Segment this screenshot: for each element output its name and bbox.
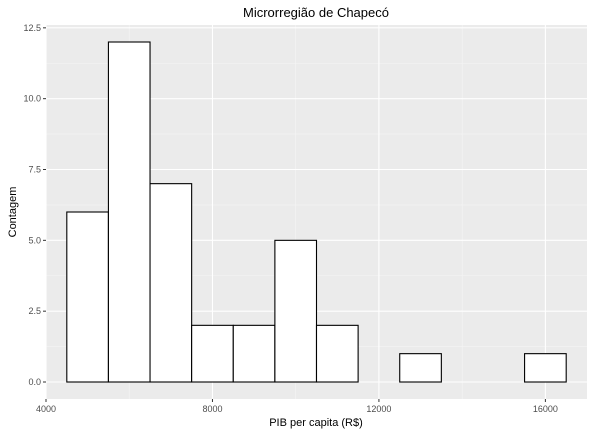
histogram-bar	[149, 183, 193, 383]
y-axis-ticks: 0.0 2.5 5.0 7.5 10.0 12.5	[23, 23, 46, 387]
x-axis-ticks: 4000 8000 12000 16000	[36, 399, 558, 414]
histogram-bar	[66, 211, 109, 383]
histogram-bar	[274, 239, 318, 383]
y-tick-label: 12.5	[23, 23, 41, 33]
x-tick-label: 12000	[366, 404, 391, 414]
y-axis-title: Contagem	[7, 187, 19, 238]
histogram-bar	[191, 324, 234, 383]
y-tick-label: 5.0	[28, 235, 41, 245]
y-tick-label: 7.5	[28, 165, 41, 175]
x-tick-label: 8000	[202, 404, 222, 414]
histogram-bar	[232, 324, 276, 383]
x-tick-label: 16000	[533, 404, 558, 414]
chart-title: Microrregião de Chapecó	[243, 5, 389, 20]
y-tick-label: 10.0	[23, 94, 41, 104]
histogram-bar	[107, 41, 151, 383]
y-tick-label: 2.5	[28, 306, 41, 316]
histogram-bar	[524, 353, 567, 383]
x-tick-label: 4000	[36, 404, 56, 414]
histogram-bar	[399, 353, 442, 383]
histogram-bars	[66, 41, 567, 383]
histogram-bar	[315, 324, 359, 383]
y-tick-label: 0.0	[28, 377, 41, 387]
x-axis-title: PIB per capita (R$)	[269, 417, 363, 429]
